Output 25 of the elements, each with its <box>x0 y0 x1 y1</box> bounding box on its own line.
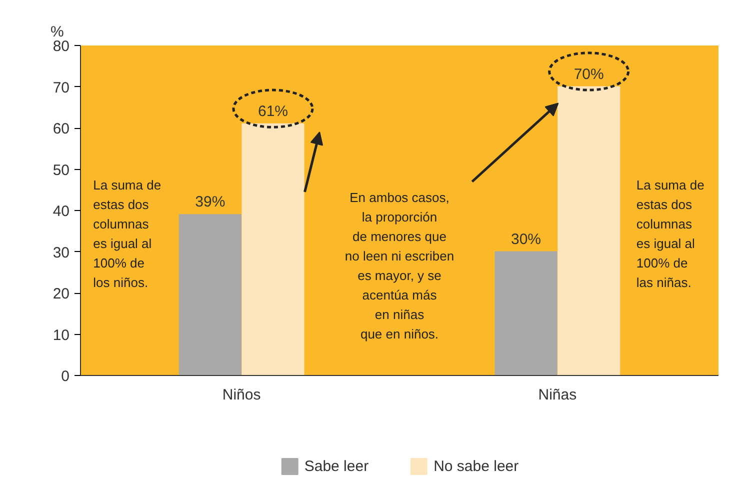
annotation: La suma de estas dos columnas es igual al 100% de los niños. <box>93 178 162 290</box>
legend-label: No sabe leer <box>434 458 519 475</box>
x-tick-label: Niños <box>222 386 261 404</box>
bar <box>178 214 242 376</box>
bar <box>558 86 620 376</box>
y-tick-label: 30 <box>52 244 70 262</box>
data-label: 70% <box>574 66 604 83</box>
y-tick-label: 0 <box>61 368 70 385</box>
data-label: 61% <box>258 102 288 120</box>
bar <box>494 251 558 376</box>
data-label: 30% <box>511 230 542 248</box>
legend-label: Sabe leer <box>304 458 369 475</box>
y-tick-label: 70 <box>52 79 70 96</box>
y-tick-label: 60 <box>52 120 70 138</box>
y-tick-label: 50 <box>52 162 70 179</box>
annotation: La suma de estas dos columnas es igual al 100% de las niñas. <box>636 178 704 290</box>
y-tick-label: 80 <box>52 38 70 55</box>
data-label: 39% <box>195 194 226 211</box>
x-tick-label: Niñas <box>538 386 577 404</box>
y-tick-label: 40 <box>52 203 70 220</box>
y-tick-label: 20 <box>52 286 70 302</box>
annotation: En ambos casos, la proporción de menores que no leen ni escriben es mayor, y se acentúa más en niñas que en niños. <box>344 190 454 342</box>
y-tick-label: 10 <box>52 326 70 344</box>
y-axis-title: % <box>50 24 64 40</box>
bar <box>242 123 304 376</box>
